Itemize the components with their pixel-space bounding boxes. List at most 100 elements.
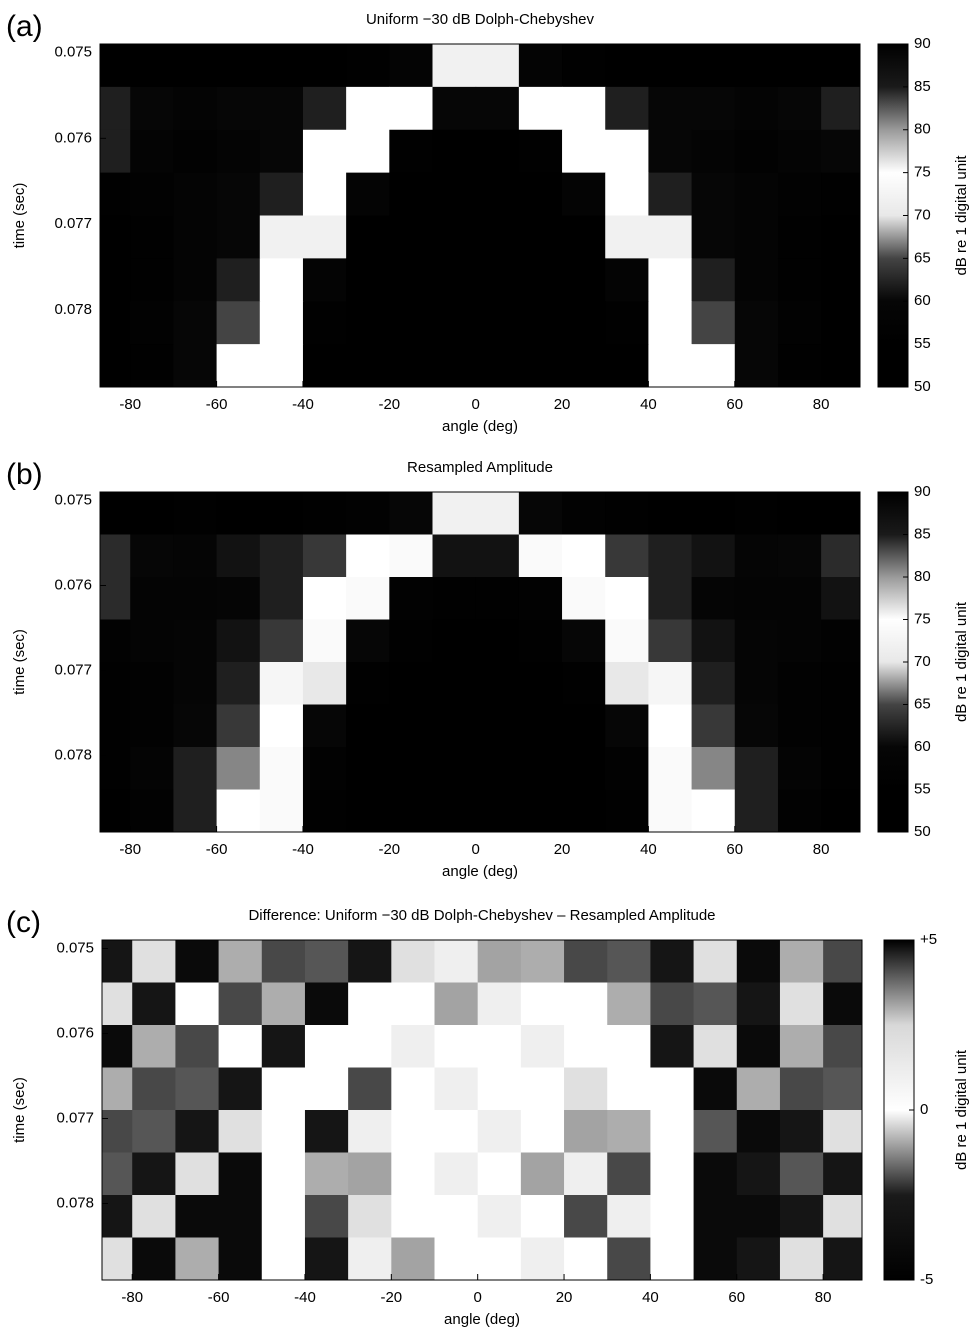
heat-cell: [432, 662, 477, 705]
heat-cell: [648, 44, 693, 88]
heat-cell: [304, 982, 349, 1026]
heat-cell: [216, 534, 261, 578]
heat-cell: [605, 492, 649, 535]
heat-cell: [432, 44, 477, 88]
heat-cell: [736, 1110, 781, 1153]
heat-cell: [100, 129, 131, 174]
heat-cell: [346, 301, 390, 345]
heat-cell: [175, 1110, 220, 1153]
heat-cell: [173, 577, 218, 620]
y-tick-label: 0.075: [54, 44, 92, 61]
heat-cell: [607, 940, 651, 983]
x-tick-label: 60: [726, 396, 743, 413]
heat-cell: [777, 747, 822, 790]
heat-cell: [518, 704, 563, 748]
colorbar-label: dB re 1 digital unit: [953, 601, 970, 722]
heat-cell: [130, 747, 174, 790]
heat-cell: [520, 1152, 565, 1196]
heat-cell: [348, 1237, 392, 1280]
heat-cell: [650, 1195, 695, 1238]
heat-cell: [304, 1237, 349, 1280]
heat-cell: [100, 44, 131, 88]
heat-cell: [691, 662, 736, 705]
heat-cell: [650, 1025, 695, 1068]
heat-cell: [777, 534, 822, 578]
heat-cell: [259, 704, 304, 748]
heat-cell: [734, 619, 779, 663]
heat-cell: [475, 301, 520, 345]
heat-cell: [823, 1152, 862, 1196]
heat-cell: [259, 577, 304, 620]
heat-cell: [605, 301, 649, 345]
heat-cell: [216, 86, 261, 131]
colorbar-tick-label: 65: [914, 695, 931, 712]
heat-cell: [391, 1152, 435, 1196]
heat-cell: [693, 1152, 738, 1196]
heat-cell: [821, 258, 860, 302]
heat-cell: [216, 577, 261, 620]
heat-cell: [130, 704, 174, 748]
x-tick-label: -60: [206, 396, 228, 413]
heat-cell: [434, 1067, 479, 1111]
heat-cell: [173, 215, 218, 259]
heat-cell: [779, 1067, 824, 1111]
heat-cell: [475, 344, 520, 387]
heat-cell: [734, 344, 779, 387]
x-tick-label: 0: [474, 1289, 482, 1306]
chart-title: Uniform −30 dB Dolph-Chebyshev: [366, 11, 595, 28]
panel-label: (a): [6, 10, 43, 43]
colorbar-tick-label: 90: [914, 35, 931, 52]
heat-cell: [218, 1025, 263, 1068]
heat-cell: [562, 344, 606, 387]
y-axis-label: time (sec): [11, 1077, 28, 1143]
heat-cell: [518, 215, 563, 259]
heat-cell: [475, 44, 520, 88]
heat-cell: [475, 129, 520, 174]
heat-cell: [779, 982, 824, 1026]
heat-cell: [520, 1025, 565, 1068]
heat-cell: [348, 982, 392, 1026]
heat-cell: [650, 982, 695, 1026]
heat-cell: [391, 940, 435, 983]
heat-cell: [100, 534, 131, 578]
y-tick-label: 0.078: [56, 1194, 94, 1211]
heat-cell: [607, 1067, 651, 1111]
heat-cell: [734, 534, 779, 578]
heat-cell: [175, 1067, 220, 1111]
colorbar-tick-label: 55: [914, 335, 931, 352]
heat-cell: [216, 215, 261, 259]
heat-cell: [734, 86, 779, 131]
heat-cell: [518, 492, 563, 535]
heat-cell: [302, 86, 347, 131]
heat-cell: [389, 789, 433, 832]
heat-cell: [564, 982, 608, 1026]
heat-cell: [348, 1025, 392, 1068]
colorbar-tick-label: 85: [914, 78, 931, 95]
heat-cell: [518, 789, 563, 832]
heat-cell: [261, 1025, 306, 1068]
heat-cell: [821, 86, 860, 131]
heat-cell: [605, 619, 649, 663]
heat-cell: [102, 1025, 133, 1068]
heat-cell: [477, 1195, 522, 1238]
heat-cell: [130, 619, 174, 663]
heat-cell: [302, 172, 347, 216]
plot-frame: [99, 43, 861, 388]
heat-cell: [648, 301, 693, 345]
heat-cell: [734, 129, 779, 174]
heat-cell: [432, 172, 477, 216]
heat-cell: [346, 344, 390, 387]
heat-cell: [102, 1067, 133, 1111]
heat-cell: [130, 662, 174, 705]
heat-cell: [432, 789, 477, 832]
heat-cell: [261, 1110, 306, 1153]
heat-cell: [477, 1152, 522, 1196]
heatmap: [102, 940, 862, 1280]
heat-cell: [173, 619, 218, 663]
heat-cell: [736, 1025, 781, 1068]
x-tick-label: -40: [292, 396, 314, 413]
x-axis-label: angle (deg): [442, 418, 518, 435]
heat-cell: [132, 940, 176, 983]
heat-cell: [607, 982, 651, 1026]
heat-cell: [132, 1152, 176, 1196]
